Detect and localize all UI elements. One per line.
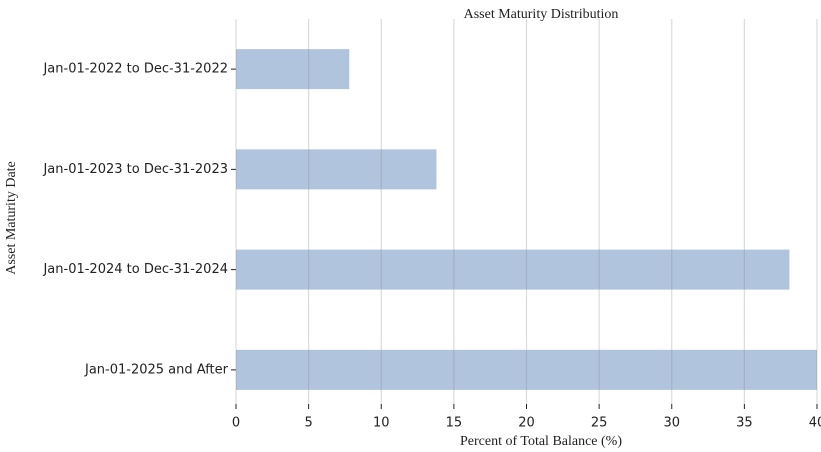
x-tick-label: 30 [663,416,680,431]
x-tick-label: 0 [232,416,240,431]
y-tick-label: Jan-01-2025 and After [84,362,229,377]
x-tick-label: 10 [373,416,390,431]
x-tick-label: 35 [736,416,753,431]
chart-title: Asset Maturity Distribution [464,7,619,22]
bar [236,49,350,90]
y-tick-label: Jan-01-2022 to Dec-31-2022 [42,62,228,77]
bar [236,349,817,390]
x-axis-label: Percent of Total Balance (%) [460,434,622,449]
y-tick-label: Jan-01-2023 to Dec-31-2023 [42,162,228,177]
x-tick-label: 15 [446,416,463,431]
bar [236,149,437,190]
x-tick-label: 5 [304,416,312,431]
x-tick-label: 20 [518,416,535,431]
y-axis-label: Asset Maturity Date [4,161,19,275]
bar [236,249,790,290]
y-tick-label: Jan-01-2024 to Dec-31-2024 [42,262,228,277]
x-tick-label: 25 [591,416,608,431]
x-tick-label: 40 [809,416,821,431]
